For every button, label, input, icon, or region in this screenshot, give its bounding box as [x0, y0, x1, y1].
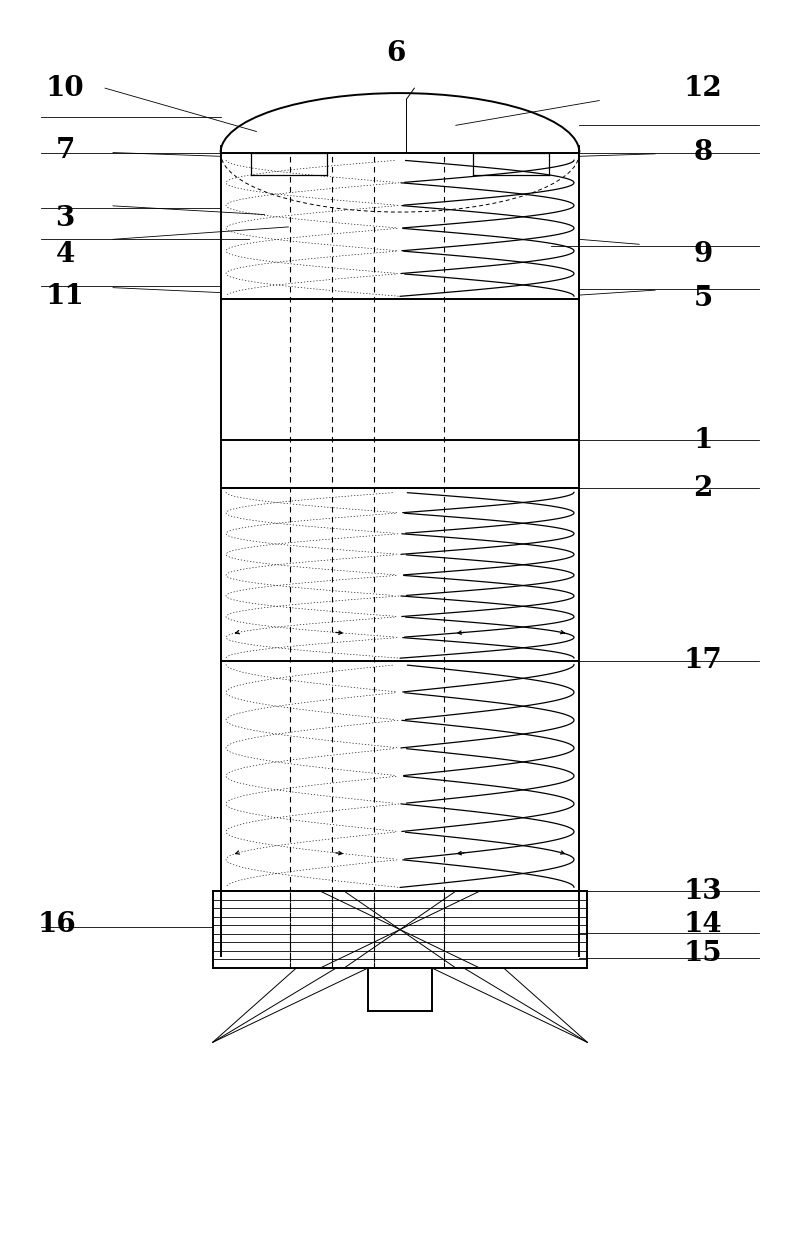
Text: 6: 6 — [386, 40, 406, 67]
Text: 4: 4 — [55, 241, 74, 268]
Text: 17: 17 — [683, 647, 722, 674]
Text: 8: 8 — [694, 139, 713, 166]
Text: 15: 15 — [684, 940, 722, 966]
Text: 12: 12 — [683, 75, 722, 102]
Text: 11: 11 — [46, 283, 85, 309]
Text: 5: 5 — [694, 286, 713, 312]
Text: 10: 10 — [46, 75, 85, 102]
Text: 2: 2 — [694, 474, 713, 502]
Text: 13: 13 — [684, 878, 722, 904]
Text: 7: 7 — [55, 137, 75, 164]
Text: 14: 14 — [684, 912, 722, 938]
Text: 3: 3 — [55, 205, 74, 232]
Text: 1: 1 — [694, 426, 713, 453]
Text: 16: 16 — [38, 912, 77, 938]
Text: 9: 9 — [694, 241, 713, 268]
